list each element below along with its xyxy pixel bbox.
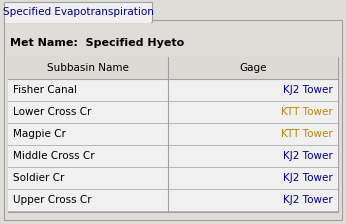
Bar [4, 20, 342, 220]
Text: Gage: Gage [239, 63, 267, 73]
Text: KTT Tower: KTT Tower [281, 107, 333, 117]
Text: KJ2 Tower: KJ2 Tower [283, 195, 333, 205]
Bar [8, 57, 338, 212]
Text: Fisher Canal: Fisher Canal [13, 85, 77, 95]
Text: KJ2 Tower: KJ2 Tower [283, 173, 333, 183]
Bar [8, 79, 338, 101]
Bar [8, 145, 338, 167]
Text: Met Name:  Specified Hyeto: Met Name: Specified Hyeto [10, 38, 184, 48]
Text: KJ2 Tower: KJ2 Tower [283, 85, 333, 95]
Bar [8, 167, 338, 189]
Text: Upper Cross Cr: Upper Cross Cr [13, 195, 92, 205]
Bar [8, 101, 338, 123]
Bar [8, 57, 338, 79]
Text: Middle Cross Cr: Middle Cross Cr [13, 151, 94, 161]
Text: KTT Tower: KTT Tower [281, 129, 333, 139]
Text: Magpie Cr: Magpie Cr [13, 129, 66, 139]
Bar [4, 2, 152, 22]
Text: Specified Evapotranspiration: Specified Evapotranspiration [2, 7, 153, 17]
Text: KJ2 Tower: KJ2 Tower [283, 151, 333, 161]
Text: Subbasin Name: Subbasin Name [47, 63, 129, 73]
Text: Soldier Cr: Soldier Cr [13, 173, 64, 183]
Bar [8, 189, 338, 211]
Bar [8, 123, 338, 145]
Text: Lower Cross Cr: Lower Cross Cr [13, 107, 91, 117]
Bar [5, 21, 151, 23]
